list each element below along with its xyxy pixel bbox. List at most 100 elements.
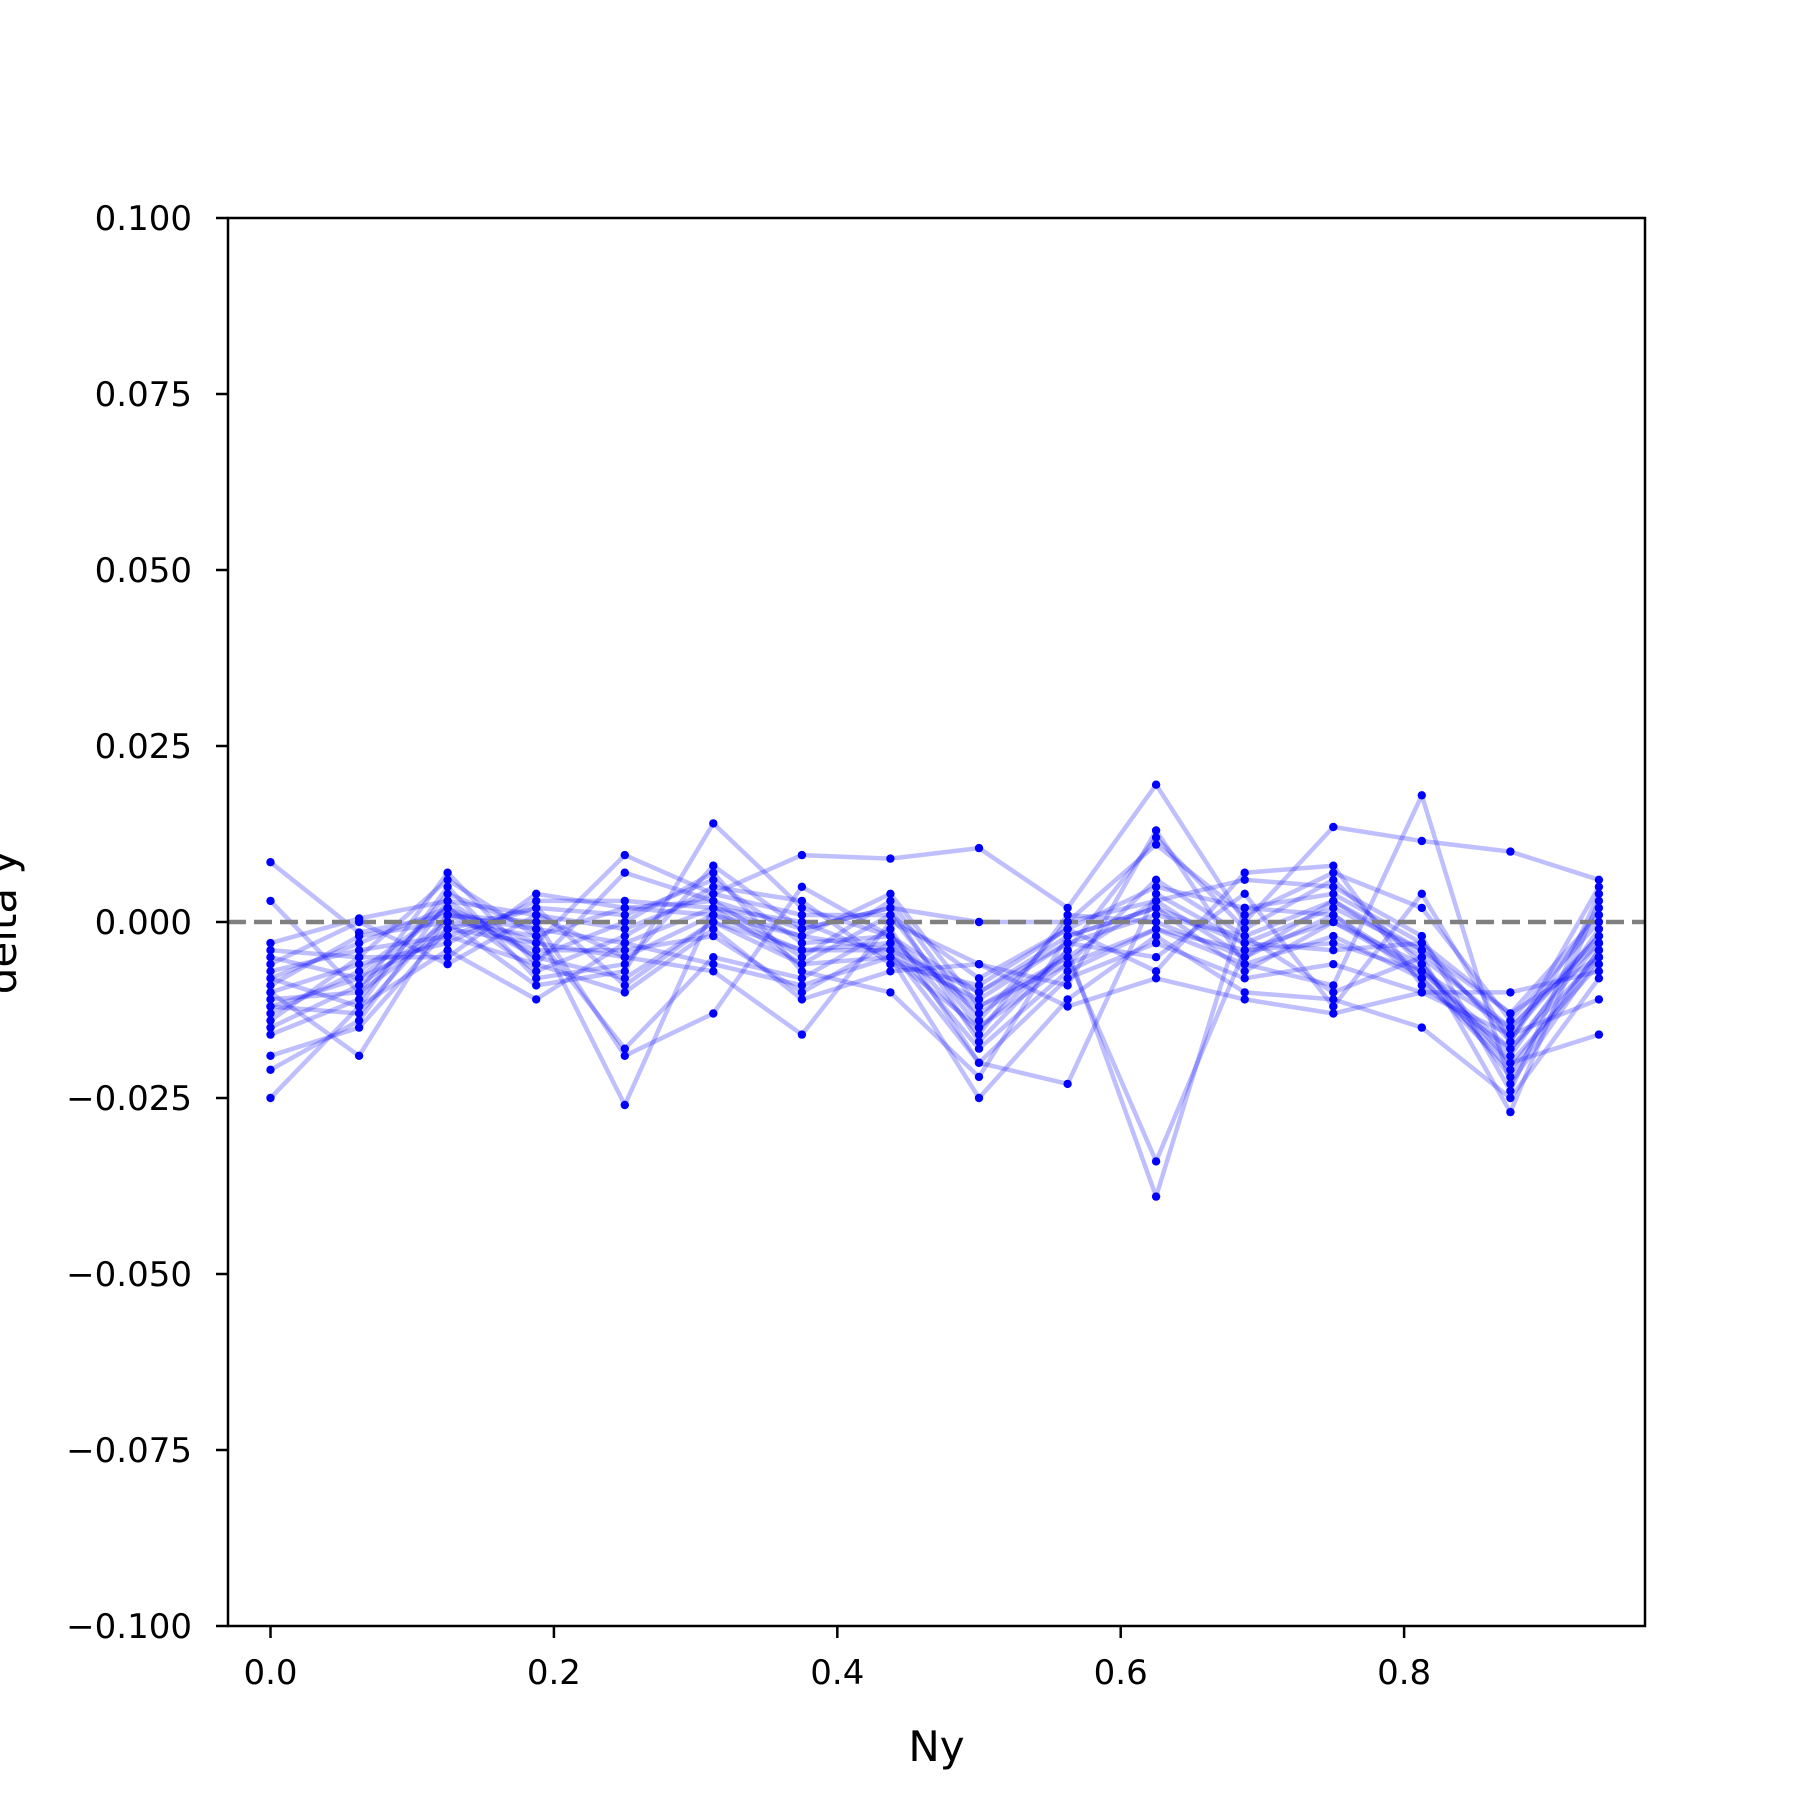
data-point — [709, 882, 718, 891]
data-point — [797, 910, 807, 920]
data-point — [1063, 995, 1072, 1004]
data-point — [1240, 910, 1249, 920]
data-point — [1063, 967, 1072, 976]
data-point — [354, 988, 364, 997]
data-point — [1240, 995, 1249, 1004]
data-point — [354, 931, 364, 941]
data-point — [620, 946, 629, 955]
data-point — [443, 938, 452, 948]
data-point — [1240, 889, 1249, 898]
data-point — [797, 960, 807, 969]
data-point — [1594, 896, 1604, 906]
data-point — [1151, 1192, 1161, 1201]
data-point — [974, 1023, 984, 1032]
data-point — [354, 1051, 364, 1061]
data-point — [443, 946, 452, 955]
data-point — [1594, 882, 1604, 891]
data-point — [266, 974, 275, 983]
x-tick-label: 0.2 — [527, 1653, 581, 1693]
data-point — [1063, 960, 1072, 969]
data-point — [532, 938, 541, 948]
data-point — [266, 1009, 275, 1018]
data-point — [266, 938, 275, 948]
plot-frame — [226, 216, 1647, 1628]
data-point — [266, 995, 275, 1004]
data-point — [886, 946, 895, 955]
data-point — [797, 903, 807, 913]
data-point — [354, 1023, 364, 1032]
data-point — [354, 917, 364, 927]
series-line-11 — [269, 877, 1601, 1115]
data-point — [266, 1030, 275, 1039]
data-point — [1506, 1030, 1515, 1039]
data-point — [1329, 1002, 1338, 1011]
data-point — [974, 1093, 984, 1103]
data-point — [1240, 988, 1249, 997]
data-point — [1063, 931, 1072, 941]
data-point — [1417, 960, 1427, 969]
data-point — [974, 1044, 984, 1053]
data-point — [974, 1058, 984, 1068]
data-point — [1417, 931, 1427, 941]
data-point — [1063, 910, 1072, 920]
data-point — [709, 896, 718, 906]
plot-area — [228, 780, 1645, 1201]
data-point — [1594, 946, 1604, 955]
data-point — [1594, 910, 1604, 920]
data-point — [797, 974, 807, 983]
data-point — [797, 896, 807, 906]
data-point — [1506, 847, 1515, 856]
data-point — [532, 953, 541, 962]
data-point — [709, 903, 718, 913]
data-point — [1506, 1016, 1515, 1025]
data-point — [532, 903, 541, 913]
x-axis: 0.0 0.2 0.4 0.6 0.8 — [243, 1626, 1431, 1693]
series-line-17 — [269, 884, 1601, 1164]
data-point — [1417, 1023, 1427, 1032]
data-point — [797, 924, 807, 934]
data-point — [1151, 938, 1161, 948]
data-point — [886, 938, 895, 948]
data-point — [1151, 826, 1161, 835]
data-point — [1240, 868, 1249, 877]
data-point — [620, 917, 629, 927]
data-point — [886, 917, 895, 927]
data-point — [620, 960, 629, 969]
data-point — [266, 953, 275, 962]
data-point — [797, 1030, 807, 1039]
data-point — [974, 988, 984, 997]
data-point — [354, 995, 364, 1004]
data-point — [1506, 1072, 1515, 1082]
data-point — [1594, 938, 1604, 948]
data-point — [1594, 960, 1604, 969]
data-point — [532, 931, 541, 941]
data-point — [1417, 903, 1427, 913]
data-point — [443, 896, 452, 906]
data-point — [1506, 1051, 1515, 1061]
y-tick-label: −0.050 — [66, 1255, 192, 1295]
series-line-21 — [270, 842, 1601, 1023]
data-point — [1151, 917, 1161, 927]
data-point — [1329, 868, 1338, 877]
data-point — [709, 889, 718, 898]
data-point — [1329, 995, 1338, 1004]
data-point — [1151, 974, 1161, 983]
series-line-9 — [270, 912, 1601, 1051]
data-point — [1506, 1044, 1515, 1053]
data-point — [974, 974, 984, 983]
data-point — [1329, 1009, 1338, 1018]
data-point — [354, 938, 364, 948]
data-point — [1063, 938, 1072, 948]
data-point — [797, 917, 807, 927]
data-point — [1329, 903, 1338, 913]
data-point — [1506, 1058, 1515, 1068]
data-point — [443, 953, 452, 962]
data-point — [532, 896, 541, 906]
data-point — [974, 917, 984, 927]
data-point — [620, 974, 629, 983]
data-point — [354, 974, 364, 983]
series-line-18 — [269, 793, 1601, 1087]
data-point — [1329, 882, 1338, 891]
data-point — [974, 1030, 984, 1039]
